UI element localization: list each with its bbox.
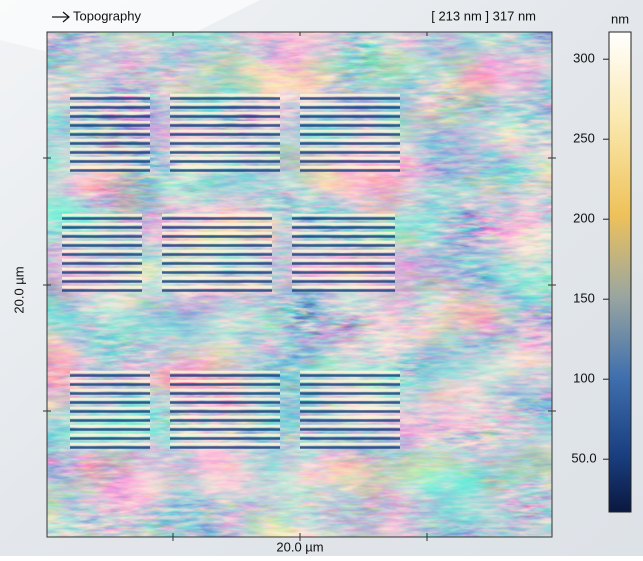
afm-view: Topography [ 213 nm ] 317 nm nm 20.0 µm …	[0, 0, 643, 556]
topography-image	[47, 32, 552, 537]
colorbar-tick-label: 100	[573, 371, 595, 386]
x-axis-label: 20.0 µm	[276, 539, 323, 554]
colorbar	[609, 32, 631, 512]
colorbar-tick-label: 200	[573, 211, 595, 226]
unit: nm	[611, 11, 629, 26]
page: Topography [ 213 nm ] 317 nm nm 20.0 µm …	[0, 0, 643, 556]
range: [ 213 nm ] 317 nm	[431, 8, 536, 23]
colorbar-tick-label: 300	[573, 51, 595, 66]
colorbar-tick-label: 150	[573, 291, 595, 306]
title: Topography	[73, 8, 141, 23]
lettering	[62, 95, 400, 448]
y-axis-label: 20.0 µm	[11, 266, 26, 313]
colorbar-tick-label: 50.0	[571, 451, 596, 466]
colorbar-tick-label: 250	[573, 131, 595, 146]
